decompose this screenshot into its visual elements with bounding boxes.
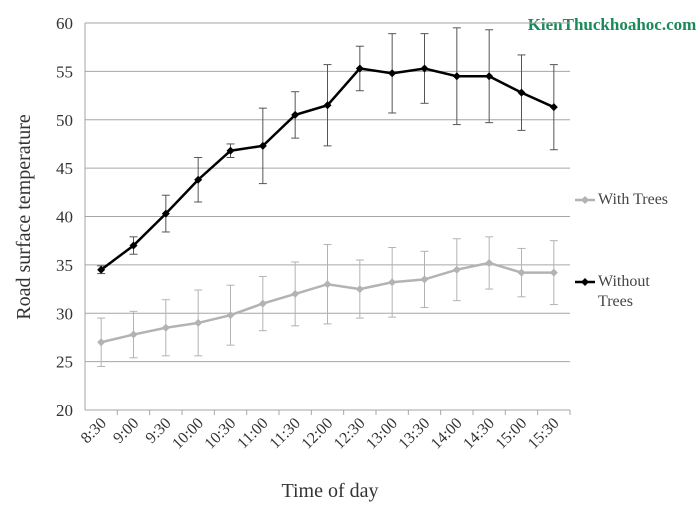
marker — [226, 146, 235, 155]
marker — [485, 72, 494, 81]
marker — [291, 110, 300, 119]
x-tick-label: 13:30 — [396, 415, 434, 453]
marker — [194, 175, 203, 184]
marker — [97, 265, 106, 274]
marker — [323, 101, 332, 110]
marker — [420, 64, 429, 73]
marker — [258, 141, 267, 150]
marker — [388, 69, 397, 78]
marker — [549, 268, 558, 277]
x-tick-label: 14:30 — [460, 415, 498, 453]
y-tick-label: 20 — [56, 401, 73, 420]
x-tick-label: 9:00 — [110, 415, 142, 447]
marker — [517, 88, 526, 97]
marker — [452, 265, 461, 274]
x-tick-label: 15:00 — [493, 415, 531, 453]
x-tick-label: 12:00 — [299, 415, 337, 453]
y-tick-label: 60 — [56, 14, 73, 33]
marker — [323, 280, 332, 289]
legend-marker — [581, 196, 589, 204]
y-tick-label: 30 — [56, 304, 73, 323]
y-tick-label: 25 — [56, 353, 73, 372]
x-axis-title: Time of day — [281, 480, 378, 502]
marker — [549, 103, 558, 112]
marker — [226, 311, 235, 320]
legend-label: With Trees — [598, 191, 669, 208]
x-tick-label: 10:00 — [169, 415, 207, 453]
marker — [485, 258, 494, 267]
marker — [129, 241, 138, 250]
marker — [258, 299, 267, 308]
y-tick-label: 40 — [56, 208, 73, 227]
x-tick-label: 14:00 — [428, 415, 466, 453]
legend-label: Without Trees — [598, 273, 650, 310]
marker — [161, 323, 170, 332]
marker — [291, 289, 300, 298]
marker — [161, 209, 170, 218]
marker — [129, 330, 138, 339]
marker — [517, 268, 526, 277]
watermark: KienThuckhoahoc.com — [528, 15, 697, 34]
y-axis-title: Road surface temperature — [13, 114, 35, 320]
marker — [355, 285, 364, 294]
marker — [420, 275, 429, 284]
x-tick-label: 15:30 — [525, 415, 563, 453]
x-tick-label: 8:30 — [78, 415, 110, 447]
x-tick-label: 13:00 — [363, 415, 401, 453]
y-tick-label: 50 — [56, 111, 73, 130]
x-tick-label: 11:30 — [267, 415, 304, 452]
y-tick-label: 55 — [56, 62, 73, 81]
marker — [97, 338, 106, 347]
y-tick-label: 45 — [56, 159, 73, 178]
legend-marker — [581, 278, 589, 286]
x-tick-label: 11:00 — [234, 415, 271, 452]
marker — [388, 278, 397, 287]
marker — [194, 318, 203, 327]
x-tick-label: 10:30 — [202, 415, 240, 453]
marker — [355, 64, 364, 73]
x-tick-label: 12:30 — [331, 415, 369, 453]
y-tick-label: 35 — [56, 256, 73, 275]
marker — [452, 72, 461, 81]
